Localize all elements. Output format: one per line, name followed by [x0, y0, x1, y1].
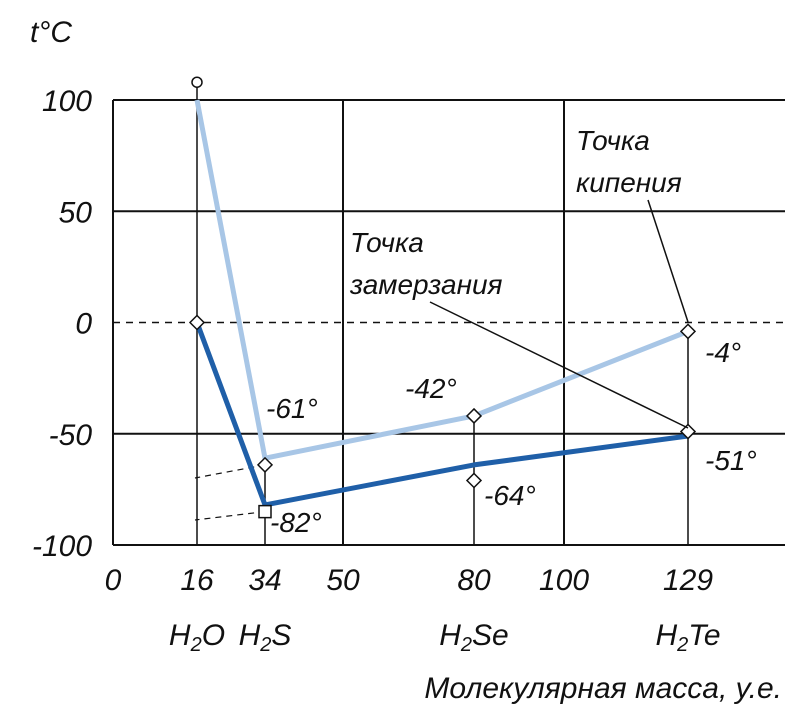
y-tick-label: 50 — [59, 196, 93, 229]
x-tick-label: 80 — [457, 564, 491, 597]
boiling-annotation-line1: Точка — [576, 125, 650, 156]
point-marker — [191, 76, 203, 88]
x-tick-label: 129 — [663, 564, 713, 597]
boiling-annotation-leader — [647, 199, 689, 323]
freezing-annotation-leader — [429, 301, 689, 429]
y-tick-label: -100 — [32, 530, 92, 563]
value-labels: -61° -82° -42° -64° -4° -51° — [266, 337, 757, 538]
x-tick-label: 0 — [105, 564, 122, 597]
value-label: -4° — [705, 337, 741, 368]
y-tick-label: 0 — [75, 308, 92, 341]
compound-label: H2S — [239, 619, 292, 656]
x-tick-label: 16 — [180, 564, 214, 597]
x-axis-label: Молекулярная масса, у.е. — [424, 672, 782, 705]
value-label: -51° — [705, 445, 757, 476]
freezing-annotation-line2: замерзания — [349, 269, 503, 300]
series-line-freezing — [194, 321, 689, 508]
series-line-boiling — [194, 99, 689, 461]
freezing-annotation-line1: Точка — [350, 227, 424, 258]
value-label: -82° — [270, 507, 322, 538]
point-marker — [256, 456, 274, 473]
point-marker — [465, 407, 483, 425]
point-marker — [188, 314, 206, 331]
extrapolation-line — [194, 511, 266, 521]
point-marker — [679, 423, 697, 440]
compound-label: H2O — [169, 619, 225, 656]
compound-label: H2Se — [439, 619, 509, 656]
grid — [112, 82, 785, 546]
value-label: -64° — [484, 480, 536, 511]
tick-labels: 100 50 0 -50 -100 0 16 34 50 80 100 129 H2O H2S H2Se H2… — [32, 85, 721, 656]
y-tick-label: -50 — [49, 419, 93, 452]
point-marker — [679, 323, 697, 340]
y-tick-label: 100 — [42, 85, 92, 118]
series-layer — [188, 76, 697, 519]
value-label: -42° — [405, 373, 457, 404]
compound-label: H2Te — [655, 619, 720, 656]
boiling-annotation-line2: кипения — [576, 167, 682, 198]
point-marker — [465, 472, 483, 489]
value-label: -61° — [266, 393, 318, 424]
x-tick-label: 100 — [539, 564, 589, 597]
x-tick-label: 50 — [326, 564, 360, 597]
y-axis-label: t°C — [30, 16, 72, 49]
x-tick-label: 34 — [248, 564, 281, 597]
point-marker — [258, 504, 272, 519]
